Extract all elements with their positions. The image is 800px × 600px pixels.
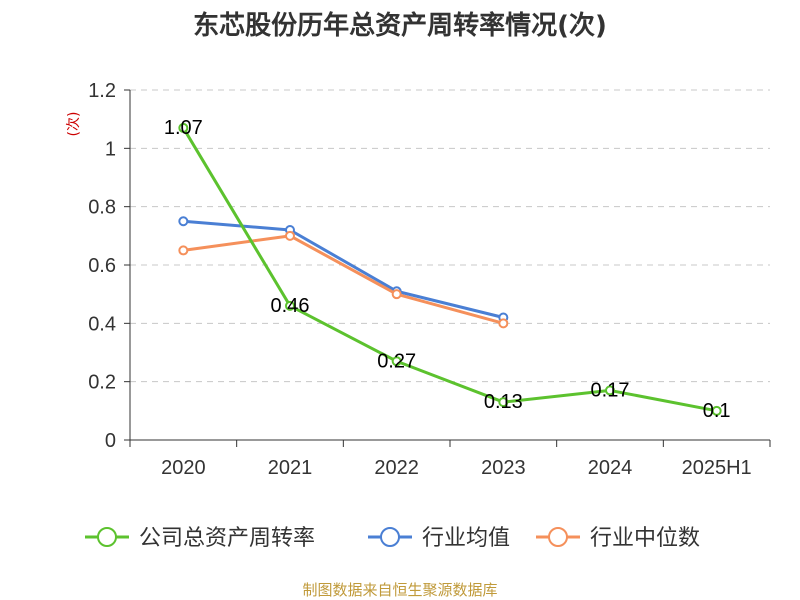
series-0-point-1: [285, 300, 295, 311]
data-label-4: 0.17: [591, 379, 630, 401]
chart-title: 东芯股份历年总资产周转率情况(次): [193, 10, 607, 41]
series-1-point-0: [178, 216, 189, 227]
grid-lines: [130, 89, 770, 383]
legend-marker-2: [548, 527, 568, 547]
legend-marker-1: [380, 527, 400, 547]
y-tick-label-6: 1.2: [88, 80, 116, 102]
series-line-2: [183, 234, 504, 325]
x-tick-label-1: 2021: [268, 457, 313, 479]
x-tick-label-4: 2024: [588, 457, 633, 479]
y-axis-label: (次): [66, 112, 82, 137]
data-label-1: 0.46: [271, 295, 310, 317]
legend-item-1[interactable]: 行业均值: [368, 526, 510, 551]
y-tick-labels: 0 0.2 0.4 0.6 0.8 1 1.2: [88, 80, 116, 452]
legend-item-2[interactable]: 行业中位数: [536, 526, 700, 551]
y-tick-label-1: 0.2: [88, 372, 116, 394]
x-tick-label-2: 2022: [374, 457, 419, 479]
y-tick-label-3: 0.6: [88, 255, 116, 277]
legend-item-0[interactable]: 公司总资产周转率: [85, 526, 315, 551]
series-2-point-0: [178, 245, 189, 256]
legend-marker-0: [97, 527, 117, 547]
data-label-0: 1.07: [164, 117, 203, 139]
series-0-point-0: [178, 122, 189, 133]
legend[interactable]: 公司总资产周转率 行业均值 行业中位数: [85, 526, 700, 551]
series-line-1: [183, 219, 504, 319]
y-tick-label-4: 0.8: [88, 197, 116, 219]
y-tick-label-5: 1: [105, 138, 116, 160]
data-label-5: 0.1: [703, 400, 731, 422]
data-label-2: 0.27: [377, 350, 416, 372]
axes: [124, 89, 771, 447]
data-label-3: 0.13: [484, 391, 523, 413]
series-0-point-3: [498, 397, 509, 408]
legend-label-1: 行业均值: [422, 526, 510, 551]
y-tick-label-2: 0.4: [88, 313, 116, 335]
legend-label-0: 公司总资产周转率: [139, 526, 315, 551]
data-labels: 1.07 0.46 0.27 0.13 0.17 0.1: [164, 117, 731, 422]
legend-label-2: 行业中位数: [590, 526, 700, 551]
series-0-point-2: [391, 356, 402, 367]
series-line-0: [182, 127, 717, 413]
series-2-point-2: [391, 289, 402, 300]
series-2-point-3: [498, 318, 509, 329]
series-group: [178, 122, 722, 416]
series-0-point-4: [605, 385, 615, 396]
y-tick-label-0: 0: [105, 430, 116, 452]
x-tick-label-3: 2023: [481, 457, 526, 479]
x-tick-label-5: 2025H1: [682, 457, 752, 479]
source-note: 制图数据来自恒生聚源数据库: [302, 581, 497, 599]
x-tick-labels: 2020 2021 2022 2023 2024 2025H1: [161, 457, 752, 479]
series-2-point-1: [285, 230, 295, 241]
series-0-point-5: [711, 405, 722, 416]
x-tick-label-0: 2020: [161, 457, 206, 479]
